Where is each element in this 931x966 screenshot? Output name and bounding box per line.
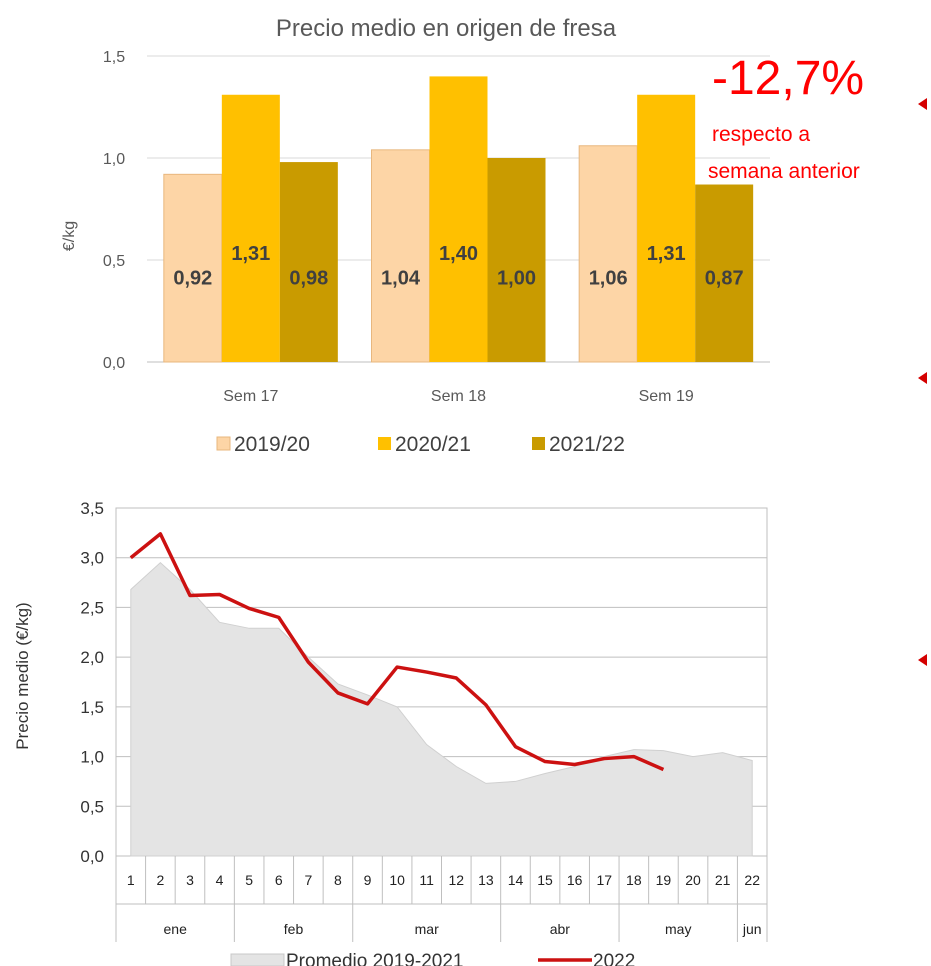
bar-data-label: 1,31 (647, 243, 686, 265)
bar-y-tick-label: 1,5 (103, 49, 125, 66)
bracket-marker-1 (918, 98, 927, 110)
week-tick-label: 16 (567, 872, 583, 888)
bracket-marker-3 (918, 654, 927, 666)
bar-chart-data-labels: 0,92 1,31 0,98 1,04 1,40 1,00 1,06 1,31 0,87 (173, 243, 743, 289)
bar-y-tick-label: 0,0 (103, 355, 125, 372)
month-label-jun: jun (742, 921, 762, 937)
legend-label-promedio: Promedio 2019-2021 (286, 951, 463, 966)
line-y-tick-label: 0,0 (80, 847, 104, 866)
line-chart-y-axis-label: Precio medio (€/kg) (13, 602, 32, 749)
bar-data-label: 0,98 (289, 267, 328, 289)
line-chart-legend: Promedio 2019-2021 2022 (230, 951, 635, 966)
week-tick-label: 7 (304, 872, 312, 888)
callout-line-2: semana anterior (708, 160, 860, 183)
bar-2019-20-sem-19 (578, 145, 638, 363)
bar-chart-legend: 2019/20 2020/21 2021/22 (216, 433, 625, 456)
bar-2020-21-sem-19 (637, 94, 696, 362)
legend-label-2022: 2022 (593, 951, 635, 966)
legend-swatch-2020-21 (378, 437, 391, 450)
change-callout: -12,7% respecto a semana anterior (708, 52, 864, 183)
line-y-tick-label: 3,0 (80, 549, 104, 568)
week-tick-label: 18 (626, 872, 642, 888)
legend-label-2019-20: 2019/20 (234, 433, 310, 456)
week-tick-label: 22 (744, 872, 760, 888)
line-y-tick-label: 0,5 (80, 797, 104, 816)
bracket-marker-2 (918, 372, 927, 384)
bar-2020-21-sem-18 (429, 76, 488, 363)
week-tick-label: 9 (364, 872, 372, 888)
line-2022 (129, 532, 665, 772)
bar-2019-20-sem-18 (371, 149, 430, 363)
bar-x-tick-label: Sem 19 (639, 388, 694, 405)
line-chart-y-ticks: 0,0 0,5 1,0 1,5 2,0 2,5 3,0 3,5 (80, 499, 104, 866)
week-tick-label: 15 (537, 872, 553, 888)
callout-line-1: respecto a (712, 123, 810, 146)
month-label-may: may (665, 921, 691, 937)
week-tick-label: 14 (508, 872, 524, 888)
week-tick-label: 8 (334, 872, 342, 888)
bar-chart: Precio medio en origen de fresa 0,0 0,5 1,… (61, 15, 770, 456)
week-tick-label: 3 (186, 872, 194, 888)
line-y-tick-label: 2,0 (80, 648, 104, 667)
bar-2020-21-sem-17 (221, 94, 280, 362)
bar-data-label: 0,92 (173, 267, 212, 289)
week-tick-label: 12 (449, 872, 465, 888)
red-vertical-bracket (918, 98, 927, 666)
week-tick-label: 2 (156, 872, 164, 888)
bar-2019-20-sem-17 (163, 173, 223, 363)
line-y-tick-label: 3,5 (80, 499, 104, 518)
week-tick-label: 5 (245, 872, 253, 888)
line-chart: 0,0 0,5 1,0 1,5 2,0 2,5 3,0 3,5 Precio medio (€… (13, 499, 768, 966)
bar-data-label: 1,31 (231, 243, 270, 265)
month-label-feb: feb (284, 921, 304, 937)
legend-label-2021-22: 2021/22 (549, 433, 625, 456)
bar-data-label: 1,40 (439, 243, 478, 265)
line-y-tick-label: 2,5 (80, 598, 104, 617)
legend-swatch-2021-22 (532, 437, 545, 450)
bar-2021-22-sem-19 (695, 184, 754, 362)
line-y-tick-label: 1,0 (80, 748, 104, 767)
week-tick-label: 4 (216, 872, 224, 888)
week-tick-label: 17 (596, 872, 612, 888)
bar-data-label: 1,00 (497, 267, 536, 289)
callout-change-value: -12,7% (712, 52, 864, 105)
week-tick-label: 20 (685, 872, 701, 888)
week-tick-label: 19 (656, 872, 672, 888)
area-promedio-2019-2021 (130, 562, 753, 857)
week-tick-label: 21 (715, 872, 731, 888)
week-tick-label: 11 (419, 872, 434, 888)
bar-2021-22-sem-18 (487, 158, 546, 362)
bar-data-label: 1,04 (381, 267, 421, 289)
bar-x-tick-label: Sem 18 (431, 388, 486, 405)
line-y-tick-label: 1,5 (80, 698, 104, 717)
bar-x-tick-label: Sem 17 (223, 388, 278, 405)
week-tick-label: 1 (127, 872, 135, 888)
week-tick-label: 13 (478, 872, 494, 888)
bar-2021-22-sem-17 (279, 162, 338, 362)
month-label-ene: ene (164, 921, 188, 937)
month-label-mar: mar (415, 921, 439, 937)
week-tick-label: 10 (389, 872, 405, 888)
bar-chart-title: Precio medio en origen de fresa (276, 15, 617, 42)
bar-data-label: 0,87 (705, 267, 744, 289)
bar-chart-x-ticks: Sem 17 Sem 18 Sem 19 (223, 388, 694, 405)
bar-chart-y-ticks: 0,0 0,5 1,0 1,5 (103, 49, 125, 372)
legend-label-2020-21: 2020/21 (395, 433, 471, 456)
legend-swatch-2019-20 (216, 436, 231, 451)
bar-y-tick-label: 1,0 (103, 151, 125, 168)
legend-swatch-promedio (230, 953, 285, 966)
bar-data-label: 1,06 (589, 267, 628, 289)
bar-y-tick-label: 0,5 (103, 253, 125, 270)
month-label-abr: abr (550, 921, 571, 937)
bar-chart-bars (163, 76, 754, 363)
week-tick-label: 6 (275, 872, 283, 888)
bar-chart-y-axis-label: €/kg (61, 221, 78, 251)
